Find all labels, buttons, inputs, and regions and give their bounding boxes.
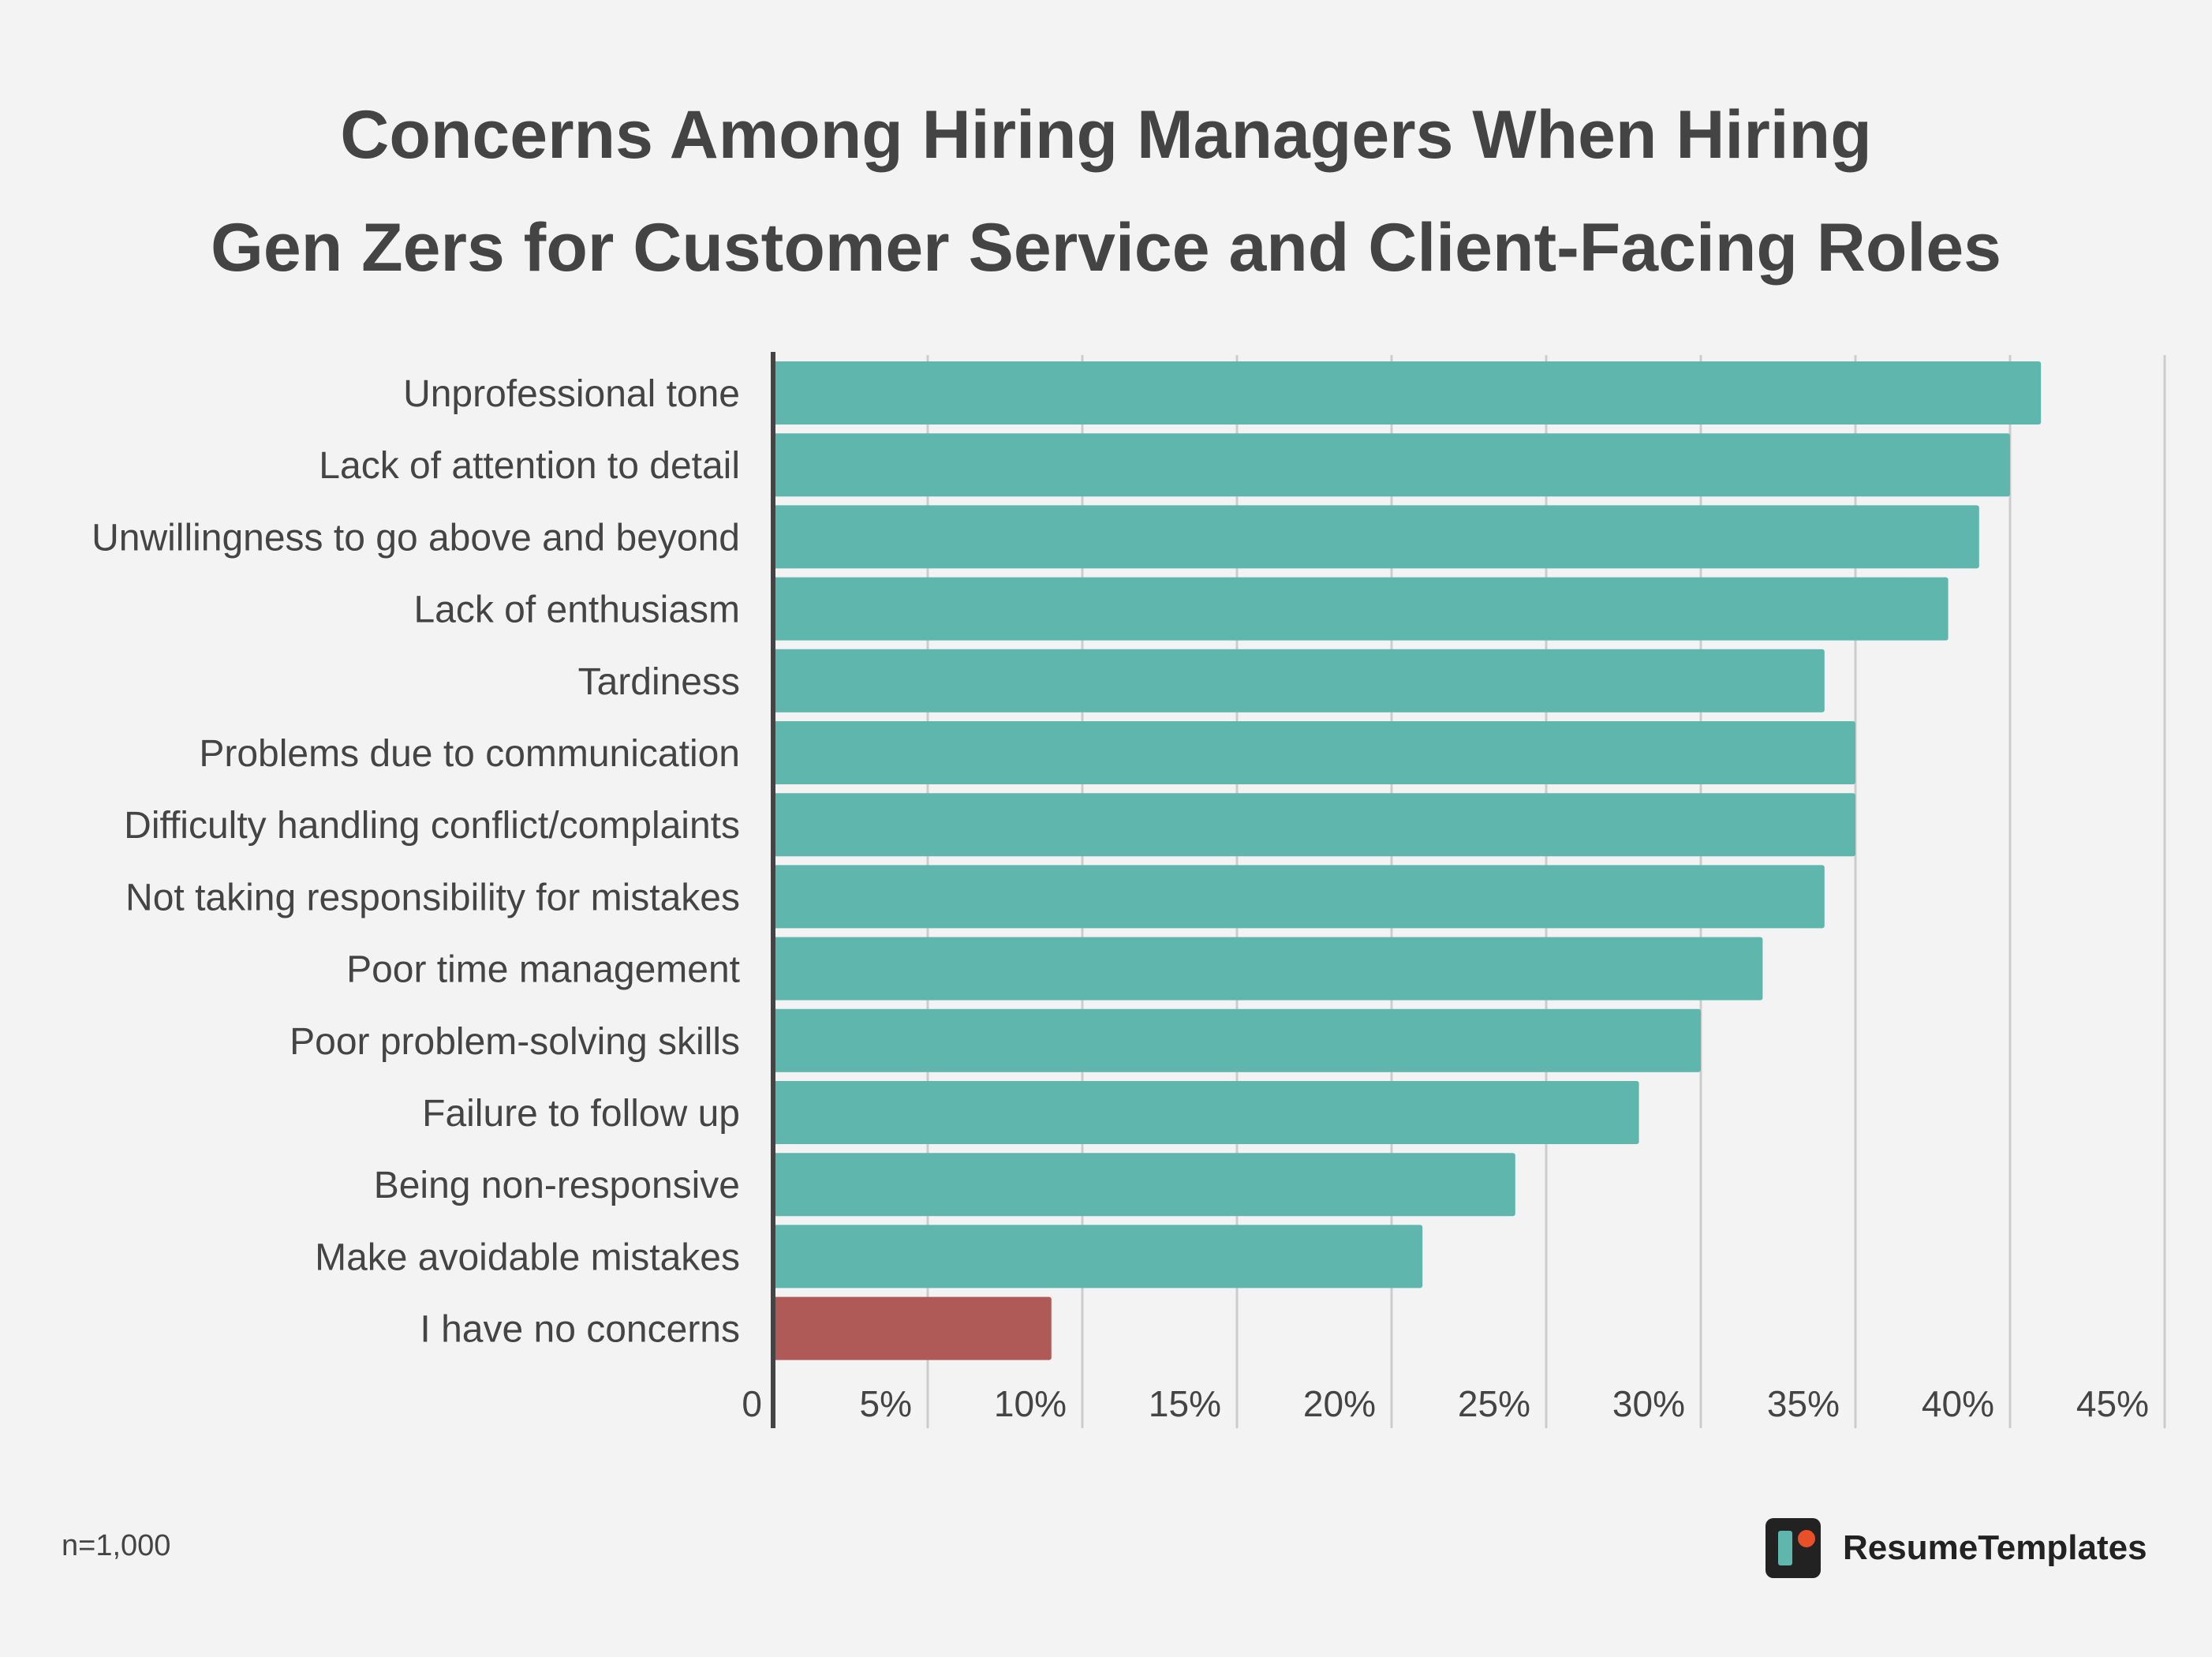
x-tick-label: 30% [1612, 1383, 1685, 1424]
category-label: Being non-responsive [374, 1165, 740, 1206]
category-label: Failure to follow up [422, 1093, 740, 1135]
sample-size-note: n=1,000 [62, 1529, 171, 1562]
x-tick-label: 35% [1767, 1383, 1840, 1424]
bar [773, 649, 1825, 713]
bar [773, 361, 2042, 425]
x-tick-label: 20% [1303, 1383, 1376, 1424]
category-label: I have no concerns [420, 1309, 740, 1351]
chart-title-line-1: Concerns Among Hiring Managers When Hiri… [340, 97, 1872, 173]
x-tick-label: 25% [1458, 1383, 1530, 1424]
category-label: Tardiness [578, 661, 740, 703]
bar [773, 1296, 1052, 1360]
bar [773, 1153, 1515, 1217]
resumetemplates-logo-icon [1765, 1518, 1821, 1578]
chart-title: Concerns Among Hiring Managers When Hiri… [0, 79, 2212, 305]
category-label: Unprofessional tone [403, 373, 740, 415]
x-tick-label: 5% [860, 1383, 912, 1424]
x-tick-label: 40% [1922, 1383, 1994, 1424]
brand-name: ResumeTemplates [1843, 1528, 2147, 1567]
bar [773, 865, 1825, 929]
chart-title-line-2: Gen Zers for Customer Service and Client… [210, 210, 2001, 286]
bar [773, 721, 1855, 784]
bar [773, 1081, 1639, 1144]
bar [773, 505, 1979, 569]
category-labels: Unprofessional tone Lack of attention to … [92, 373, 740, 1351]
category-label: Lack of attention to detail [319, 445, 740, 487]
category-label: Poor problem-solving skills [290, 1021, 740, 1063]
bar [773, 577, 1949, 641]
bar [773, 1008, 1701, 1072]
bar [773, 793, 1855, 857]
category-label: Poor time management [346, 949, 740, 991]
brand: ResumeTemplates [1765, 1517, 2147, 1580]
category-label: Difficulty handling conflict/complaints [124, 805, 740, 847]
category-label: Not taking responsibility for mistakes [125, 877, 740, 918]
bars [773, 361, 2042, 1360]
x-tick-label: 0 [742, 1383, 762, 1424]
x-tick-label: 15% [1149, 1383, 1221, 1424]
x-tick-label: 45% [2076, 1383, 2149, 1424]
category-label: Lack of enthusiasm [413, 589, 740, 631]
x-tick-labels: 0 5% 10% 15% 20% 25% 30% 35% 40% 45% [742, 1383, 2149, 1424]
x-tick-label: 10% [994, 1383, 1067, 1424]
bar [773, 937, 1763, 1001]
category-label: Problems due to communication [199, 733, 740, 775]
bar [773, 433, 2010, 497]
category-label: Make avoidable mistakes [315, 1236, 740, 1278]
bar [773, 1225, 1423, 1289]
category-label: Unwillingness to go above and beyond [92, 517, 740, 559]
